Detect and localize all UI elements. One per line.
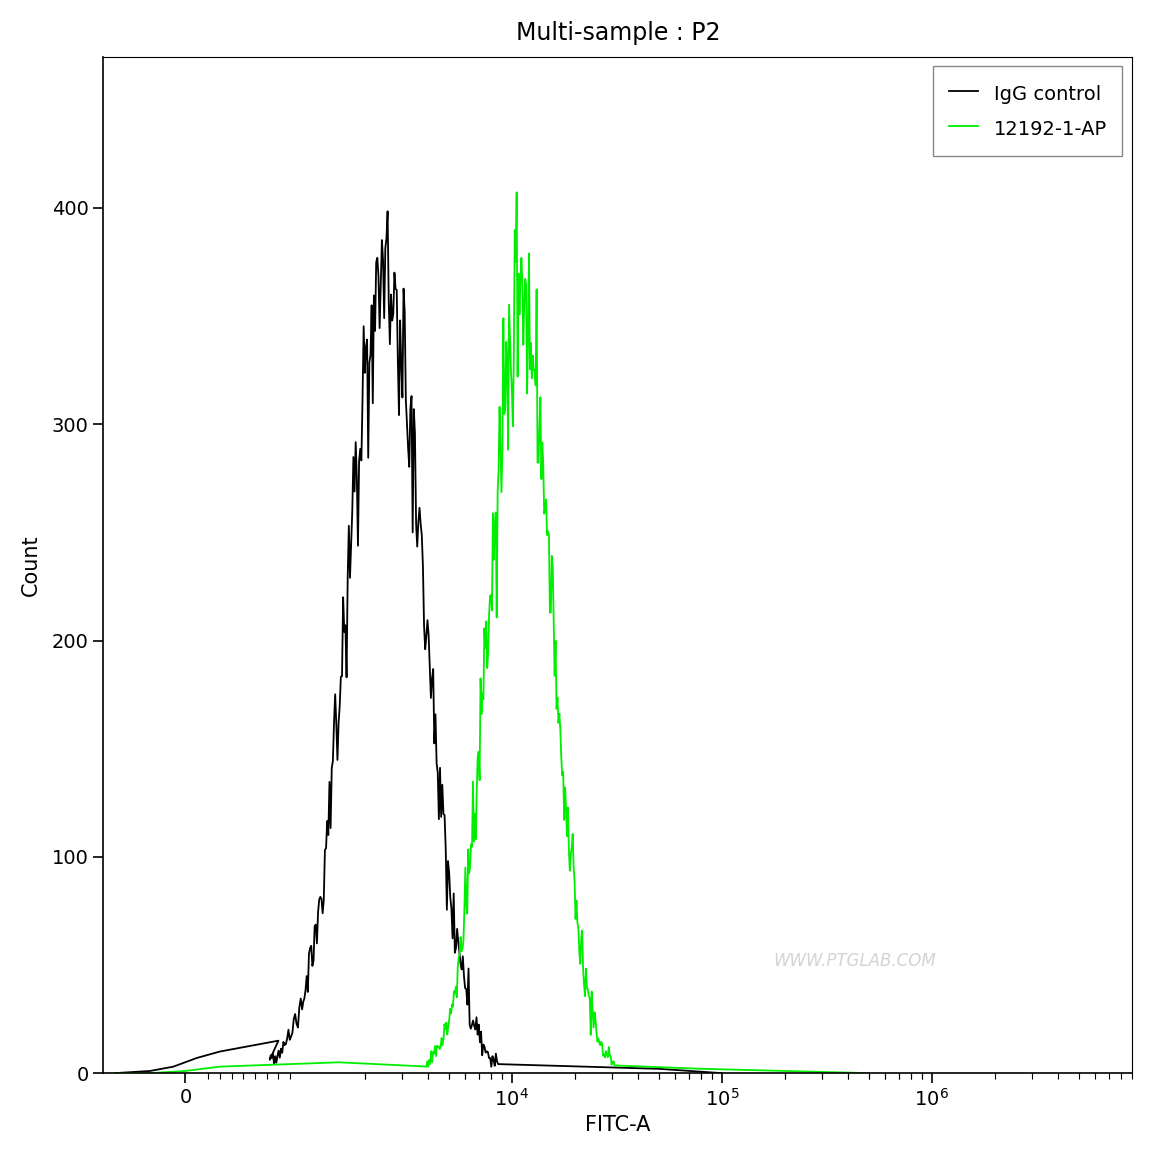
12192-1-AP <box>555 751 568 765</box>
IgG control <box>450 922 464 936</box>
IgG control <box>108 1066 122 1080</box>
Y-axis label: Count: Count <box>21 534 40 595</box>
12192-1-AP <box>428 1039 442 1053</box>
Legend: IgG control, 12192-1-AP: IgG control, 12192-1-AP <box>934 66 1122 156</box>
IgG control <box>236 1040 250 1054</box>
IgG control <box>341 569 355 583</box>
IgG control <box>307 954 321 968</box>
Title: Multi-sample : P2: Multi-sample : P2 <box>515 21 719 45</box>
12192-1-AP <box>482 607 496 621</box>
IgG control <box>427 662 440 676</box>
12192-1-AP <box>510 185 523 199</box>
IgG control <box>421 614 435 628</box>
IgG control <box>380 205 394 218</box>
12192-1-AP <box>108 1066 122 1080</box>
12192-1-AP <box>543 606 557 620</box>
12192-1-AP <box>861 1066 875 1080</box>
Line: 12192-1-AP: 12192-1-AP <box>115 192 868 1073</box>
X-axis label: FITC-A: FITC-A <box>585 1116 650 1135</box>
IgG control <box>715 1066 729 1080</box>
12192-1-AP <box>604 1058 618 1072</box>
Text: WWW.PTGLAB.COM: WWW.PTGLAB.COM <box>773 953 936 970</box>
12192-1-AP <box>462 867 476 881</box>
Line: IgG control: IgG control <box>115 212 722 1073</box>
